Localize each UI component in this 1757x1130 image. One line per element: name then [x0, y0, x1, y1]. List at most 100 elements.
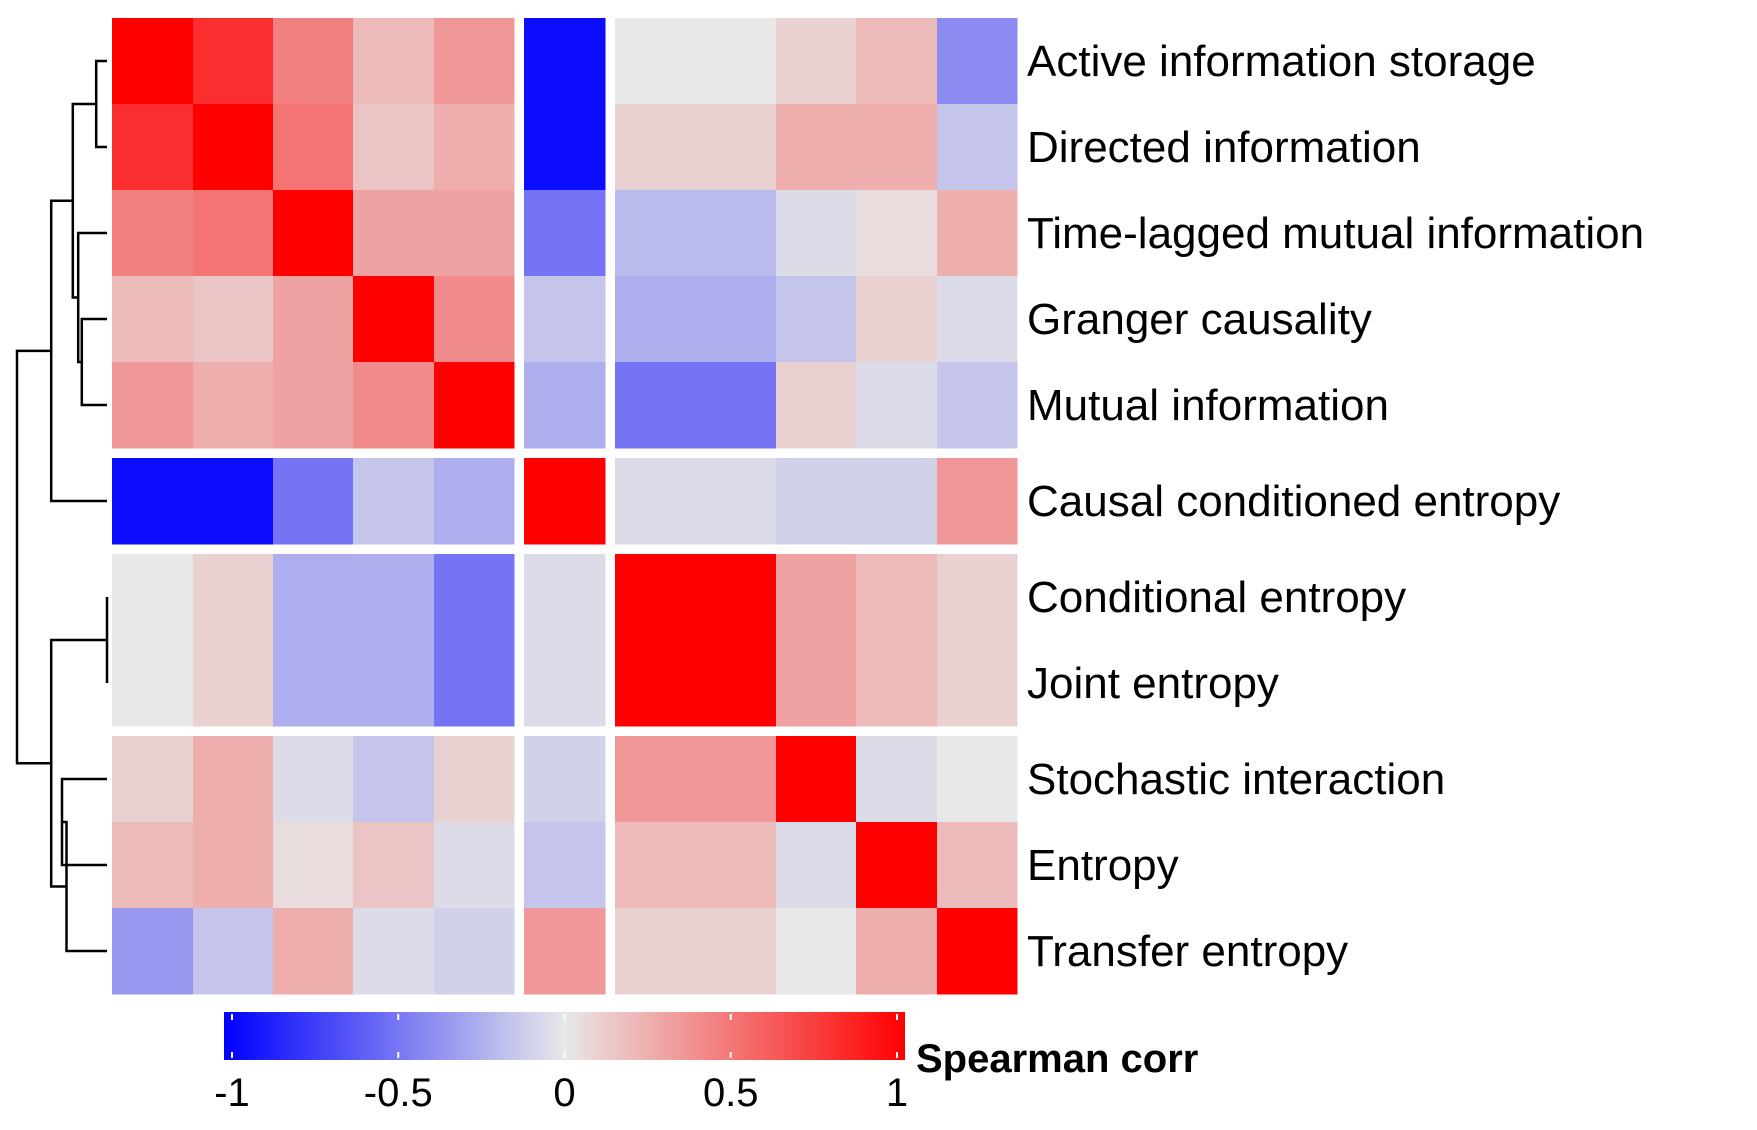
heatmap-cell-r10-c4 [434, 908, 515, 995]
row-label: Transfer entropy [1027, 927, 1348, 976]
row-label: Conditional entropy [1027, 573, 1406, 622]
heatmap-cell-r8-c7 [695, 736, 777, 823]
heatmap-cell-r10-c2 [273, 908, 354, 995]
heatmap-cell-r1-c7 [695, 104, 777, 191]
heatmap-cell-r4-c10 [937, 362, 1018, 449]
heatmap-cell-r3-c3 [353, 276, 435, 363]
row-labels: Active information storage Directed infor… [1027, 37, 1644, 976]
row-label: Entropy [1027, 841, 1179, 890]
heatmap-cell-r5-c1 [193, 458, 274, 545]
heatmap-cell-r3-c5 [524, 276, 606, 363]
heatmap-cell-r7-c1 [193, 640, 274, 727]
heatmap-cell-r8-c5 [524, 736, 606, 823]
heatmap-cell-r3-c4 [434, 276, 515, 363]
heatmap-cell-r0-c7 [695, 18, 777, 105]
heatmap-cell-r10-c1 [193, 908, 274, 995]
heatmap-cell-r1-c4 [434, 104, 515, 191]
heatmap-cell-r6-c4 [434, 554, 515, 641]
heatmap-cell-r6-c3 [353, 554, 435, 641]
heatmap-cell-r10-c10 [937, 908, 1018, 995]
legend-tick-label: -0.5 [364, 1071, 433, 1115]
heatmap-cell-r9-c0 [112, 822, 194, 909]
heatmap-cell-r10-c7 [695, 908, 777, 995]
heatmap-cell-r7-c8 [776, 640, 857, 727]
heatmap-cell-r6-c10 [937, 554, 1018, 641]
heatmap-cell-r9-c1 [193, 822, 274, 909]
heatmap-cell-r6-c2 [273, 554, 354, 641]
dendrogram-branch [94, 59, 107, 149]
heatmap-cell-r2-c2 [273, 190, 354, 277]
row-label: Stochastic interaction [1027, 755, 1445, 804]
heatmap-cell-r9-c3 [353, 822, 435, 909]
heatmap-cell-r6-c7 [695, 554, 777, 641]
heatmap-cell-r5-c3 [353, 458, 435, 545]
heatmap-cell-r7-c6 [615, 640, 696, 727]
heatmap-cell-r5-c5 [524, 458, 606, 545]
heatmap-cell-r2-c0 [112, 190, 194, 277]
heatmap-cell-r4-c1 [193, 362, 274, 449]
row-label: Active information storage [1027, 37, 1536, 86]
heatmap-cell-r3-c2 [273, 276, 354, 363]
heatmap-cell-r9-c6 [615, 822, 696, 909]
heatmap-cell-r10-c8 [776, 908, 857, 995]
heatmap-cell-r2-c7 [695, 190, 777, 277]
heatmap-cell-r4-c8 [776, 362, 857, 449]
heatmap-cell-r8-c6 [615, 736, 696, 823]
heatmap-cell-r0-c6 [615, 18, 696, 105]
heatmap-cell-r5-c8 [776, 458, 857, 545]
heatmap-cell-r4-c6 [615, 362, 696, 449]
heatmap-cell-r1-c0 [112, 104, 194, 191]
heatmap-cell-r7-c3 [353, 640, 435, 727]
heatmap-cell-r8-c4 [434, 736, 515, 823]
heatmap-cell-r1-c6 [615, 104, 696, 191]
dendrogram-branch [15, 349, 52, 765]
heatmap-cell-r5-c7 [695, 458, 777, 545]
heatmap-cell-r7-c0 [112, 640, 194, 727]
heatmap-cell-r9-c4 [434, 822, 515, 909]
heatmap-cell-r7-c5 [524, 640, 606, 727]
legend-tick-label: 0 [553, 1071, 575, 1115]
heatmap-cell-r8-c8 [776, 736, 857, 823]
dendrogram-branch [71, 102, 97, 299]
heatmap-cell-r4-c9 [856, 362, 938, 449]
heatmap-cell-r0-c2 [273, 18, 354, 105]
heatmap-cell-r6-c8 [776, 554, 857, 641]
heatmap-cell-r5-c9 [856, 458, 938, 545]
heatmap-cell-r0-c10 [937, 18, 1018, 105]
heatmap-cell-r7-c4 [434, 640, 515, 727]
heatmap-cell-r9-c2 [273, 822, 354, 909]
heatmap-cell-r4-c7 [695, 362, 777, 449]
legend-tick-label: 0.5 [703, 1071, 759, 1115]
heatmap-cell-r4-c3 [353, 362, 435, 449]
heatmap-cell-r2-c4 [434, 190, 515, 277]
heatmap-cell-r4-c5 [524, 362, 606, 449]
heatmap-cell-r3-c6 [615, 276, 696, 363]
heatmap-cell-r10-c0 [112, 908, 194, 995]
heatmap-cell-r3-c1 [193, 276, 274, 363]
legend-title: Spearman corr [916, 1037, 1198, 1081]
heatmap-cell-r3-c0 [112, 276, 194, 363]
heatmap-cell-r1-c2 [273, 104, 354, 191]
dendrogram-branch [49, 638, 107, 888]
heatmap-cell-r7-c2 [273, 640, 354, 727]
legend-ticks: -1 -0.5 0 0.5 1 [214, 1014, 908, 1115]
heatmap-cell-r7-c9 [856, 640, 938, 727]
row-label: Directed information [1027, 123, 1421, 172]
heatmap-cell-r5-c6 [615, 458, 696, 545]
heatmap-cell-r0-c0 [112, 18, 194, 105]
heatmap-cell-r8-c1 [193, 736, 274, 823]
heatmap-cell-r7-c10 [937, 640, 1018, 727]
heatmap-cell-r5-c4 [434, 458, 515, 545]
heatmap-cells [112, 18, 1018, 995]
heatmap-cell-r5-c2 [273, 458, 354, 545]
heatmap-cell-r6-c0 [112, 554, 194, 641]
row-label: Granger causality [1027, 295, 1372, 344]
row-label: Causal conditioned entropy [1027, 477, 1560, 526]
heatmap-cell-r10-c9 [856, 908, 938, 995]
dendrogram-branch [62, 820, 107, 953]
heatmap-cell-r4-c0 [112, 362, 194, 449]
heatmap-cell-r9-c5 [524, 822, 606, 909]
heatmap-cell-r6-c6 [615, 554, 696, 641]
heatmap-cell-r3-c9 [856, 276, 938, 363]
